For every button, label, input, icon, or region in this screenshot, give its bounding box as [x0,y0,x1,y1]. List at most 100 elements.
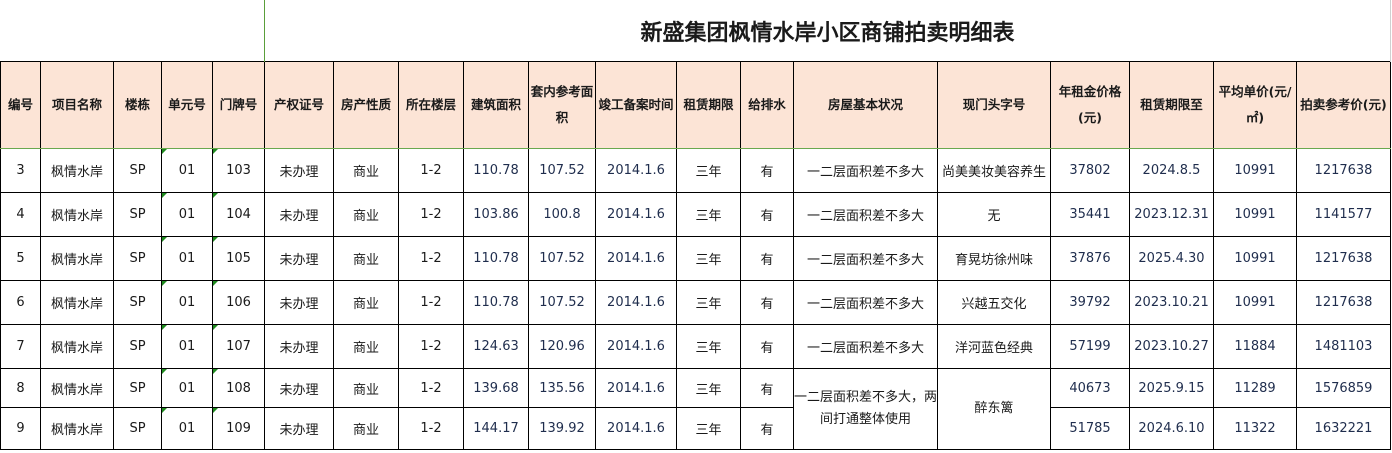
cell-ref-price[interactable]: 1217638 [1296,148,1391,193]
cell-project[interactable]: 枫情水岸 [40,148,114,193]
cell-rent[interactable]: 37802 [1050,148,1130,193]
cell-water[interactable]: 有 [740,236,794,281]
cell-rent[interactable]: 57199 [1050,324,1130,369]
cell-status[interactable]: 一二层面积差不多大，两间打通整体使用 [793,368,938,450]
cell-unit[interactable]: 01 [161,192,213,237]
cell-unit[interactable]: 01 [161,407,213,450]
cell-area[interactable]: 144.17 [463,407,529,450]
cell-door[interactable]: 106 [212,280,265,325]
cell-nature[interactable]: 商业 [333,148,399,193]
cell-completed[interactable]: 2014.1.6 [595,324,677,369]
cell-building[interactable]: SP [113,148,162,193]
cell-area[interactable]: 110.78 [463,280,529,325]
cell-status[interactable]: 一二层面积差不多大 [793,192,938,237]
cell-sign[interactable]: 尚美美妆美容养生 [937,148,1051,193]
cell-inner[interactable]: 135.56 [528,368,596,408]
cell-project[interactable]: 枫情水岸 [40,236,114,281]
cell-lease[interactable]: 三年 [676,192,741,237]
cell-floor[interactable]: 1-2 [398,280,464,325]
sheet-title[interactable]: 新盛集团枫情水岸小区商铺拍卖明细表 [264,0,1391,62]
cell-door[interactable]: 104 [212,192,265,237]
cell-status[interactable]: 一二层面积差不多大 [793,324,938,369]
cell-status[interactable]: 一二层面积差不多大 [793,236,938,281]
cell-cert[interactable]: 未办理 [264,368,334,408]
cell-inner[interactable]: 107.52 [528,148,596,193]
cell-completed[interactable]: 2014.1.6 [595,368,677,408]
cell-cert[interactable]: 未办理 [264,148,334,193]
cell-cert[interactable]: 未办理 [264,280,334,325]
cell-rent[interactable]: 51785 [1050,407,1130,450]
header-ref-price[interactable]: 拍卖参考价(元) [1296,61,1391,149]
cell-inner[interactable]: 120.96 [528,324,596,369]
cell-area[interactable]: 103.86 [463,192,529,237]
cell-sign[interactable]: 育晃坊徐州味 [937,236,1051,281]
cell-water[interactable]: 有 [740,148,794,193]
cell-ref-price[interactable]: 1141577 [1296,192,1391,237]
header-nature[interactable]: 房产性质 [333,61,399,149]
header-inner[interactable]: 套内参考面积 [528,61,596,149]
cell-project[interactable]: 枫情水岸 [40,192,114,237]
cell-nature[interactable]: 商业 [333,192,399,237]
cell-lease-to[interactable]: 2024.8.5 [1129,148,1214,193]
cell-nature[interactable]: 商业 [333,280,399,325]
header-no[interactable]: 编号 [0,61,41,149]
cell-door[interactable]: 105 [212,236,265,281]
cell-floor[interactable]: 1-2 [398,407,464,450]
cell-completed[interactable]: 2014.1.6 [595,280,677,325]
header-project[interactable]: 项目名称 [40,61,114,149]
blank-cell[interactable] [0,0,265,62]
header-area[interactable]: 建筑面积 [463,61,529,149]
cell-lease-to[interactable]: 2025.9.15 [1129,368,1214,408]
cell-lease[interactable]: 三年 [676,407,741,450]
cell-unit[interactable]: 01 [161,368,213,408]
cell-water[interactable]: 有 [740,192,794,237]
cell-area[interactable]: 124.63 [463,324,529,369]
cell-inner[interactable]: 107.52 [528,280,596,325]
cell-no[interactable]: 8 [0,368,41,408]
cell-area[interactable]: 139.68 [463,368,529,408]
cell-cert[interactable]: 未办理 [264,324,334,369]
header-water[interactable]: 给排水 [740,61,794,149]
cell-rent[interactable]: 37876 [1050,236,1130,281]
cell-cert[interactable]: 未办理 [264,236,334,281]
cell-inner[interactable]: 107.52 [528,236,596,281]
cell-sign[interactable]: 醉东篱 [937,368,1051,450]
cell-building[interactable]: SP [113,407,162,450]
cell-unit-price[interactable]: 10991 [1213,192,1297,237]
cell-unit-price[interactable]: 11322 [1213,407,1297,450]
cell-completed[interactable]: 2014.1.6 [595,192,677,237]
cell-project[interactable]: 枫情水岸 [40,407,114,450]
cell-no[interactable]: 7 [0,324,41,369]
cell-unit-price[interactable]: 10991 [1213,280,1297,325]
cell-lease[interactable]: 三年 [676,368,741,408]
header-completed[interactable]: 竣工备案时间 [595,61,677,149]
cell-floor[interactable]: 1-2 [398,368,464,408]
cell-inner[interactable]: 139.92 [528,407,596,450]
cell-project[interactable]: 枫情水岸 [40,280,114,325]
header-cert[interactable]: 产权证号 [264,61,334,149]
cell-floor[interactable]: 1-2 [398,148,464,193]
cell-lease[interactable]: 三年 [676,236,741,281]
cell-completed[interactable]: 2014.1.6 [595,407,677,450]
cell-project[interactable]: 枫情水岸 [40,368,114,408]
cell-ref-price[interactable]: 1481103 [1296,324,1391,369]
cell-unit-price[interactable]: 11884 [1213,324,1297,369]
cell-water[interactable]: 有 [740,324,794,369]
cell-no[interactable]: 6 [0,280,41,325]
cell-sign[interactable]: 兴越五交化 [937,280,1051,325]
cell-nature[interactable]: 商业 [333,368,399,408]
cell-no[interactable]: 4 [0,192,41,237]
cell-completed[interactable]: 2014.1.6 [595,148,677,193]
cell-sign[interactable]: 无 [937,192,1051,237]
cell-no[interactable]: 5 [0,236,41,281]
cell-ref-price[interactable]: 1632221 [1296,407,1391,450]
cell-water[interactable]: 有 [740,407,794,450]
cell-area[interactable]: 110.78 [463,148,529,193]
cell-floor[interactable]: 1-2 [398,324,464,369]
cell-lease-to[interactable]: 2023.12.31 [1129,192,1214,237]
cell-cert[interactable]: 未办理 [264,407,334,450]
cell-lease[interactable]: 三年 [676,280,741,325]
cell-no[interactable]: 3 [0,148,41,193]
cell-unit[interactable]: 01 [161,324,213,369]
cell-unit-price[interactable]: 11289 [1213,368,1297,408]
